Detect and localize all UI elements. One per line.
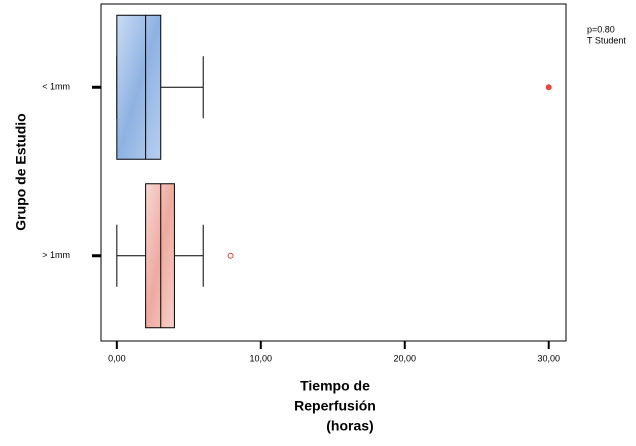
x-tick-label: 0,00	[108, 353, 126, 363]
x-tick-label: 20,00	[393, 353, 416, 363]
box	[116, 14, 162, 160]
x-tick-label: 10,00	[250, 353, 273, 363]
plot-frame	[100, 3, 567, 342]
annotation: T Student	[587, 35, 626, 45]
x-axis-title: (horas)	[326, 418, 373, 434]
outlier	[545, 84, 552, 91]
outlier	[227, 252, 234, 259]
x-axis-title: Reperfusión	[294, 398, 376, 414]
annotation: p=0.80	[587, 24, 615, 34]
y-tick-label: < 1mm	[42, 82, 70, 92]
x-tick-label: 30,00	[537, 353, 560, 363]
y-axis-title: Grupo de Estudio	[13, 113, 29, 230]
y-tick-label: > 1mm	[42, 250, 70, 260]
box	[145, 183, 175, 329]
x-axis-title: Tiempo de	[300, 378, 370, 394]
